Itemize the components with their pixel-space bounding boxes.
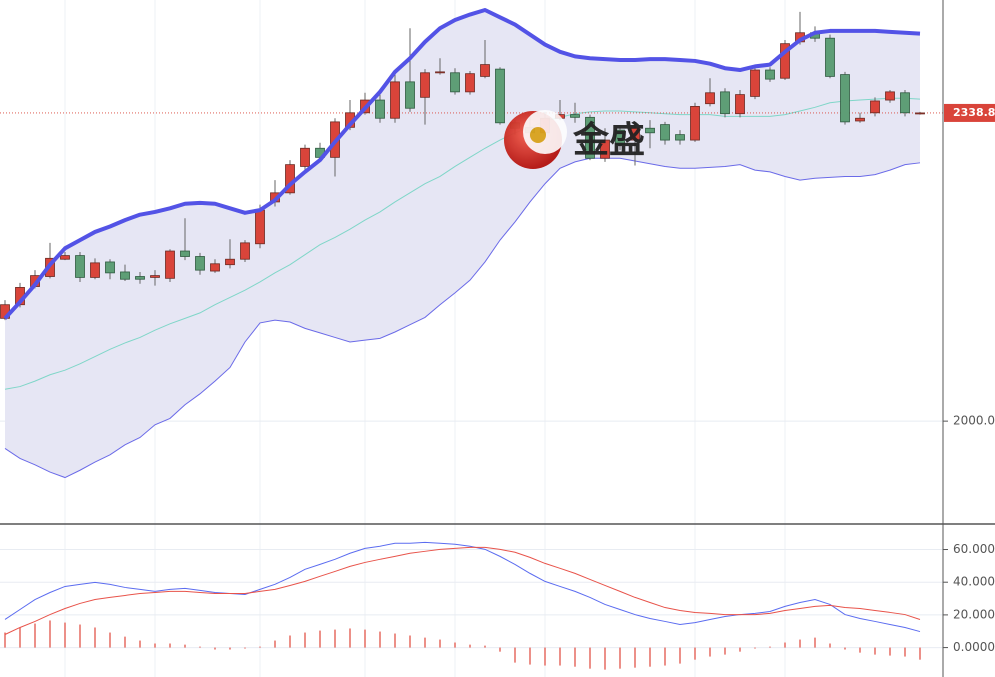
- candle-body: [675, 134, 685, 141]
- candle-body: [255, 209, 265, 245]
- candle-body: [105, 261, 115, 274]
- candle-body: [420, 72, 430, 98]
- y-tick-label: 0.0000: [953, 640, 995, 654]
- candle-body: [915, 112, 925, 115]
- candle-body: [750, 69, 760, 97]
- candle-body: [765, 69, 775, 80]
- candle-body: [495, 68, 505, 124]
- candle-body: [900, 92, 910, 114]
- candle-body: [660, 124, 670, 141]
- y-tick-label: 40.0000: [953, 575, 995, 589]
- macd-line: [4, 546, 921, 635]
- band-upper: [3, 8, 921, 320]
- candle-body: [150, 275, 160, 278]
- candle-body: [405, 81, 415, 109]
- y-tick-label: 2000.00: [953, 414, 995, 428]
- y-tick-label: 60.0000: [953, 542, 995, 556]
- candle-body: [480, 64, 490, 77]
- macd-line: [4, 541, 921, 633]
- candle-body: [630, 127, 640, 141]
- last-price-label: 2338.84: [953, 106, 995, 119]
- candle-body: [855, 117, 865, 122]
- candle-body: [615, 129, 625, 146]
- candle-body: [375, 99, 385, 119]
- candle-body: [450, 72, 460, 93]
- candle-body: [180, 250, 190, 257]
- candle-body: [885, 91, 895, 101]
- axis-layer: 2000.00 2338.84 0.0000 20.0000 40.0000 60.000…: [943, 103, 995, 654]
- candle-body: [840, 74, 850, 123]
- candle-body: [780, 43, 790, 79]
- candle-body: [570, 114, 580, 118]
- candle-body: [210, 263, 220, 272]
- candle-body: [585, 116, 595, 159]
- y-tick-label: 20.0000: [953, 607, 995, 621]
- candle-body: [600, 139, 610, 159]
- candle-body: [645, 127, 655, 134]
- back-layer: [0, 0, 943, 677]
- candle-body: [435, 71, 445, 74]
- band-fill: [5, 10, 920, 478]
- candle-body: [135, 276, 145, 280]
- last-price-box: [944, 103, 995, 122]
- band-lower: [4, 157, 921, 479]
- candle-body: [225, 258, 235, 266]
- candle-body: [690, 106, 700, 141]
- band-middle: [4, 97, 921, 390]
- watermark-text: 金盛: [572, 119, 645, 161]
- candle-body: [870, 100, 880, 114]
- candle-body: [825, 37, 835, 77]
- candle-body: [300, 147, 310, 167]
- candle-body: [240, 242, 250, 260]
- main-layer: [0, 8, 943, 670]
- candle-body: [720, 91, 730, 115]
- candle-body: [195, 256, 205, 271]
- candle-body: [90, 262, 100, 278]
- candle-body: [120, 271, 130, 280]
- candle-body: [705, 92, 715, 105]
- candle-body: [465, 73, 475, 93]
- watermark-logo: 金盛: [504, 110, 645, 169]
- candle-body: [390, 81, 400, 119]
- candle-body: [60, 255, 70, 260]
- candle-body: [75, 255, 85, 278]
- candle-body: [165, 250, 175, 279]
- candle-body: [735, 94, 745, 115]
